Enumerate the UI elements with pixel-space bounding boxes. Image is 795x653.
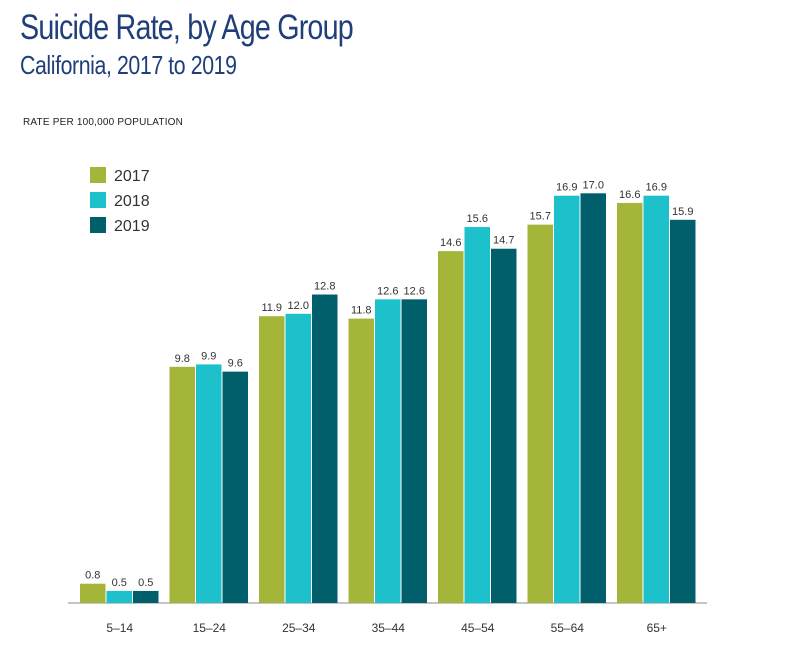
data-label: 0.8 bbox=[85, 570, 100, 582]
data-label: 15.7 bbox=[530, 211, 551, 223]
data-label: 9.9 bbox=[201, 350, 216, 362]
bar-2018-7 bbox=[643, 195, 669, 603]
bar-2017-1 bbox=[80, 583, 106, 603]
data-label: 11.9 bbox=[261, 302, 282, 314]
bar-2017-5 bbox=[438, 251, 464, 603]
bar-2019-4 bbox=[401, 299, 427, 603]
data-label: 12.8 bbox=[314, 281, 335, 293]
bar-2018-5 bbox=[464, 227, 490, 604]
bar-2019-1 bbox=[133, 590, 159, 603]
data-label: 16.9 bbox=[646, 182, 667, 194]
x-tick-label: 55–64 bbox=[551, 621, 585, 635]
data-label: 0.5 bbox=[138, 577, 153, 589]
data-label: 12.6 bbox=[377, 285, 398, 297]
chart-title: Suicide Rate, by Age Group bbox=[20, 8, 354, 47]
data-label: 14.6 bbox=[440, 237, 461, 249]
bar-2017-3 bbox=[259, 316, 285, 603]
legend-label: 2019 bbox=[114, 218, 150, 235]
chart-subtitle: California, 2017 to 2019 bbox=[20, 50, 237, 80]
legend-label: 2018 bbox=[114, 193, 150, 210]
x-tick-label: 15–24 bbox=[193, 621, 227, 635]
data-label: 12.6 bbox=[404, 285, 425, 297]
data-label: 9.6 bbox=[228, 358, 243, 370]
legend-swatch-2018 bbox=[90, 192, 106, 208]
x-tick-label: 35–44 bbox=[372, 621, 406, 635]
bar-2019-6 bbox=[580, 193, 606, 604]
x-tick-label: 25–34 bbox=[282, 621, 316, 635]
bar-2018-4 bbox=[375, 299, 401, 603]
bar-2019-5 bbox=[491, 248, 517, 604]
data-label: 0.5 bbox=[112, 577, 127, 589]
data-label: 17.0 bbox=[583, 179, 604, 191]
bar-2019-7 bbox=[670, 219, 696, 603]
bar-2018-6 bbox=[554, 195, 580, 603]
data-label: 11.8 bbox=[351, 305, 372, 317]
bar-2018-1 bbox=[106, 590, 132, 603]
bar-2017-6 bbox=[527, 224, 553, 603]
x-tick-label: 5–14 bbox=[106, 621, 133, 635]
y-axis-label: RATE PER 100,000 POPULATION bbox=[23, 117, 184, 128]
bar-2019-2 bbox=[222, 371, 248, 603]
bar-2018-3 bbox=[285, 313, 311, 603]
bar-2017-2 bbox=[169, 366, 195, 603]
data-label: 15.6 bbox=[467, 213, 488, 225]
legend-label: 2017 bbox=[114, 168, 150, 185]
bar-2017-7 bbox=[617, 202, 643, 603]
x-tick-label: 45–54 bbox=[461, 621, 495, 635]
data-label: 16.9 bbox=[556, 182, 577, 194]
bar-2018-2 bbox=[196, 364, 222, 603]
bar-2019-3 bbox=[312, 294, 338, 603]
legend-swatch-2017 bbox=[90, 167, 106, 183]
bar-2017-4 bbox=[348, 318, 374, 603]
data-label: 15.9 bbox=[672, 206, 693, 218]
data-label: 9.8 bbox=[175, 353, 190, 365]
data-label: 12.0 bbox=[288, 300, 309, 312]
data-label: 16.6 bbox=[619, 189, 640, 201]
data-label: 14.7 bbox=[493, 235, 514, 247]
legend-swatch-2019 bbox=[90, 217, 106, 233]
x-tick-label: 65+ bbox=[647, 621, 667, 635]
